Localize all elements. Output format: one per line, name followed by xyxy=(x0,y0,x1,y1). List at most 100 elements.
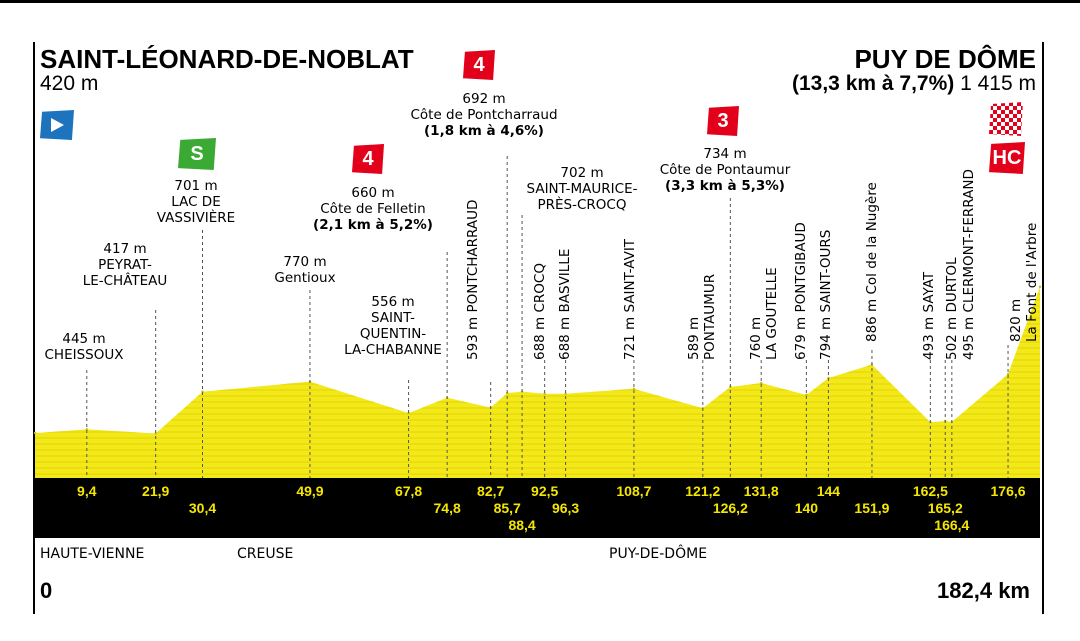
profile-point xyxy=(154,432,157,435)
cat4-pontcharraud-badge: 4 xyxy=(463,50,495,80)
km-label-sayat: 162,5 xyxy=(912,483,948,499)
label-smpc: 702 m SAINT-MAURICE- PRÈS-CROCQ xyxy=(527,165,638,213)
label-line: LE-CHÂTEAU xyxy=(82,273,168,289)
km-label-saintquentin: 67,8 xyxy=(394,483,423,499)
profile-point xyxy=(33,431,37,435)
label-cheissoux: 445 m CHEISSOUX xyxy=(45,331,124,363)
top-border xyxy=(0,0,1080,3)
km-label-saintavit: 108,7 xyxy=(616,483,652,499)
cat4-pontcharraud-label: 4 xyxy=(473,53,485,76)
cat3-pontaumur-label: 3 xyxy=(717,109,729,132)
vertical-label-basville: 688 m BASVILLE xyxy=(557,248,573,360)
sprint-badge: S xyxy=(178,138,216,170)
km-label-durtol: 165,2 xyxy=(927,500,963,516)
vertical-label-pontaumur: 589 m xyxy=(686,316,702,360)
profile-point xyxy=(543,392,546,395)
km-label-cheissoux: 9,4 xyxy=(77,483,97,499)
profile-point xyxy=(632,387,636,391)
km-label-crocq: 92,5 xyxy=(531,483,559,499)
km-label-fontarbre: 176,6 xyxy=(990,483,1026,499)
km-label-nugere: 151,9 xyxy=(854,500,890,516)
distance-start: 0 xyxy=(40,578,53,603)
finish-altitude: 1 415 m xyxy=(960,72,1036,95)
checkered-flag-icon xyxy=(989,102,1023,136)
label-line: SAINT-MAURICE- xyxy=(526,181,638,197)
vertical-label-fontarbre: La Font de l'Arbre xyxy=(1024,222,1040,342)
km-label-lagoutelle: 131,8 xyxy=(743,483,779,499)
km-label-gentioux: 49,9 xyxy=(296,483,324,499)
elevation-area xyxy=(35,286,1040,478)
label-line: 702 m xyxy=(560,165,604,181)
label-line: 660 m xyxy=(351,185,395,201)
label-line: 734 m xyxy=(703,146,747,162)
profile-point xyxy=(1006,373,1010,376)
km-label-clermont: 166,4 xyxy=(934,517,970,533)
climb-info: (2,1 km à 5,2%) xyxy=(313,217,433,233)
climb-info: (1,8 km à 4,6%) xyxy=(424,123,544,139)
km-label-peyrat: 21,9 xyxy=(142,483,170,499)
label-line: Côte de Felletin xyxy=(320,201,426,217)
region-haute-vienne: HAUTE-VIENNE xyxy=(40,546,145,562)
start-flag-icon xyxy=(40,110,74,140)
label-line: VASSIVIÈRE xyxy=(156,210,236,226)
start-altitude: 420 m xyxy=(40,72,99,95)
label-line: SAINT- xyxy=(370,310,415,326)
label-felletin: 660 m Côte de Felletin (2,1 km à 5,2%) xyxy=(313,185,433,233)
vertical-label-pontaumur: PONTAUMUR xyxy=(702,273,718,360)
climb-info: (3,3 km à 5,3%) xyxy=(665,178,785,194)
distance-total: 182,4 km xyxy=(937,578,1030,603)
vertical-label-lagoutelle: LA GOUTELLE xyxy=(764,267,780,360)
vertical-label-fontarbre: 820 m xyxy=(1008,298,1024,342)
label-peyrat: 417 m PEYRAT- LE-CHÂTEAU xyxy=(83,241,168,289)
label-line: LAC DE xyxy=(171,194,221,210)
vertical-label-pontcharraud: 593 m PONTCHARRAUD xyxy=(465,199,481,360)
km-label-smpc: 88,4 xyxy=(508,517,536,533)
label-line: 692 m xyxy=(462,91,506,107)
finish-title: PUY DE DÔME xyxy=(854,44,1036,74)
label-line: Gentioux xyxy=(274,270,336,286)
label-line: PRÈS-CROCQ xyxy=(537,197,627,213)
vertical-label-sayat: 493 m SAYAT xyxy=(921,271,937,360)
cat4-felletin-label: 4 xyxy=(362,147,374,170)
label-line: CHEISSOUX xyxy=(44,347,124,363)
label-line: 701 m xyxy=(174,178,218,194)
label-line: 445 m xyxy=(62,331,106,347)
label-line: Côte de Pontcharraud xyxy=(410,107,558,123)
region-puy-de-dome: PUY-DE-DÔME xyxy=(609,546,708,562)
km-label-pontaumur: 121,2 xyxy=(685,483,721,499)
cat3-pontaumur-badge: 3 xyxy=(707,106,739,136)
label-line: 417 m xyxy=(103,241,147,257)
profile-point xyxy=(505,391,509,395)
km-label-vassiviere: 30,4 xyxy=(188,500,217,516)
hc-label: HC xyxy=(992,146,1022,169)
label-saintquentin: 556 m SAINT- QUENTIN- LA-CHABANNE xyxy=(344,294,442,358)
profile-point xyxy=(201,390,204,393)
profile-point xyxy=(564,392,567,395)
label-line: 770 m xyxy=(283,254,327,270)
vertical-label-crocq: 688 m CROCQ xyxy=(532,263,548,360)
label-line: QUENTIN- xyxy=(359,326,427,342)
region-creuse: CREUSE xyxy=(237,546,294,562)
label-line: LA-CHABANNE xyxy=(344,342,442,358)
vertical-label-clermont: 495 m CLERMONT-FERRAND xyxy=(961,169,977,360)
label-gentioux: 770 m Gentioux xyxy=(274,254,335,286)
cat4-felletin-badge: 4 xyxy=(352,144,384,174)
label-line: 556 m xyxy=(371,294,415,310)
profile-point xyxy=(760,381,763,385)
sprint-label: S xyxy=(190,142,204,165)
finish-info: (13,3 km à 7,7%) 1 415 m xyxy=(792,72,1036,96)
profile-point xyxy=(407,411,410,415)
hc-badge: HC xyxy=(989,142,1025,174)
vertical-label-saintours: 794 m SAINT-OURS xyxy=(818,229,834,360)
vertical-label-durtol: 502 m DURTOL xyxy=(944,257,960,360)
km-label-cotepontaumur: 126,2 xyxy=(712,500,748,516)
profile-point xyxy=(85,428,88,431)
chart-frame xyxy=(33,42,1044,614)
vertical-label-pontgibaud: 679 m PONTGIBAUD xyxy=(793,222,809,360)
km-strip xyxy=(35,478,1040,538)
label-line: Côte de Pontaumur xyxy=(659,162,791,178)
km-label-basville: 96,3 xyxy=(551,500,580,516)
km-label-saintours: 144 xyxy=(816,483,841,499)
km-label-felletin: 74,8 xyxy=(433,500,461,516)
